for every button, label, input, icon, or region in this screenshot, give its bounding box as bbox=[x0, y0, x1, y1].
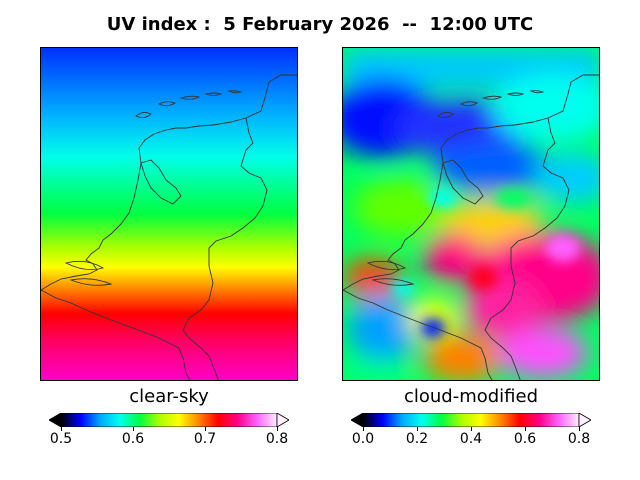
colorbar-tick-mark bbox=[525, 427, 526, 431]
colorbar-gradient bbox=[362, 413, 580, 427]
colorbar-tick-label: 0.7 bbox=[193, 431, 217, 447]
cloud-modified-field bbox=[343, 48, 599, 380]
cloud-modified-label: cloud-modified bbox=[403, 386, 539, 407]
clear-sky-map bbox=[40, 47, 298, 381]
colorbar-tick-mark bbox=[205, 427, 206, 431]
cloud-modified-colorbar bbox=[351, 413, 591, 427]
colorbar-min-extend bbox=[49, 413, 62, 427]
colorbar-tick-mark bbox=[277, 427, 278, 431]
colorbar-tick-label: 0.8 bbox=[265, 431, 289, 447]
cloud-modified-map bbox=[342, 47, 600, 381]
page-title: UV index : 5 February 2026 -- 12:00 UTC bbox=[106, 14, 534, 35]
colorbar-max-extend bbox=[276, 413, 289, 427]
colorbar-gradient bbox=[60, 413, 278, 427]
colorbar-tick-label: 0.2 bbox=[405, 431, 429, 447]
clear-sky-colorbar-ticks: 0.5 0.6 0.7 0.8 bbox=[50, 427, 288, 451]
colorbar-min-extend bbox=[351, 413, 364, 427]
colorbar-tick-mark bbox=[471, 427, 472, 431]
cloud-modified-colorbar-ticks: 0.0 0.2 0.4 0.6 0.8 bbox=[352, 427, 590, 451]
colorbar-tick-mark bbox=[417, 427, 418, 431]
clear-sky-label: clear-sky bbox=[129, 386, 209, 407]
clear-sky-colorbar bbox=[49, 413, 289, 427]
colorbar-tick-label: 0.0 bbox=[351, 431, 375, 447]
colorbar-tick-mark bbox=[363, 427, 364, 431]
colorbar-max-extend bbox=[578, 413, 591, 427]
clear-sky-borders bbox=[41, 74, 297, 380]
colorbar-tick-mark bbox=[61, 427, 62, 431]
colorbar-tick-mark bbox=[579, 427, 580, 431]
colorbar-tick-label: 0.6 bbox=[513, 431, 537, 447]
colorbar-tick-label: 0.4 bbox=[459, 431, 483, 447]
colorbar-tick-mark bbox=[133, 427, 134, 431]
colorbar-tick-label: 0.8 bbox=[567, 431, 591, 447]
colorbar-tick-label: 0.6 bbox=[121, 431, 145, 447]
colorbar-tick-label: 0.5 bbox=[49, 431, 73, 447]
